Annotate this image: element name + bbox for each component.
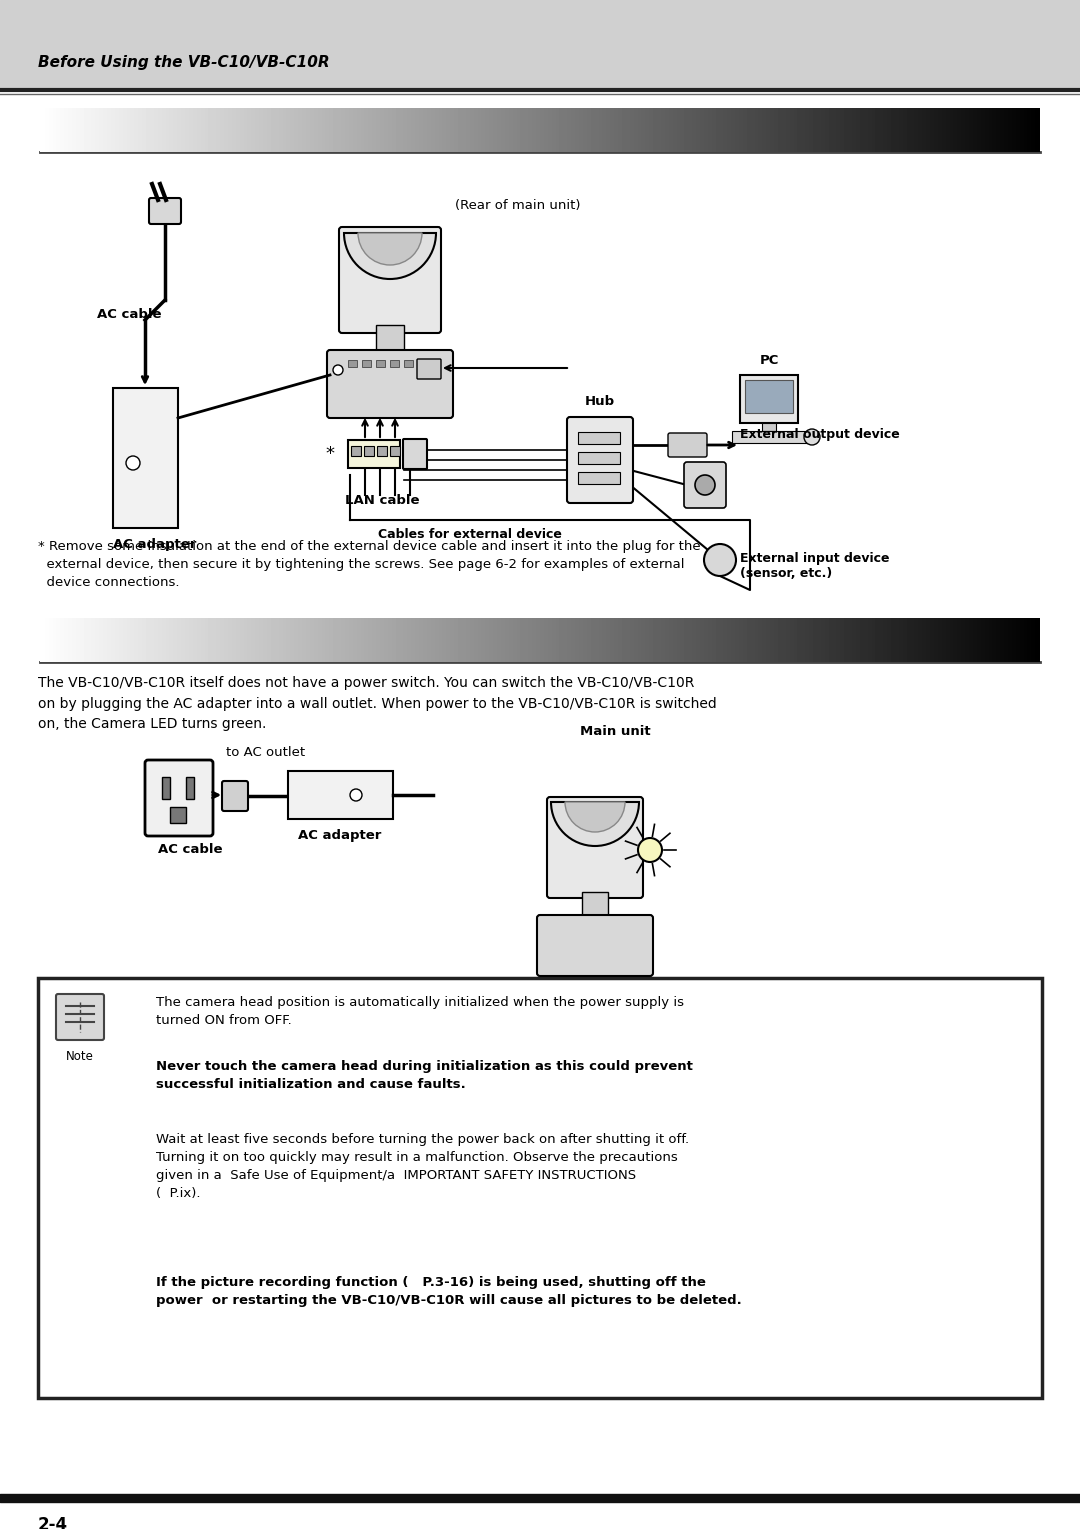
Bar	[0, 0, 1080, 90]
Text: Main unit: Main unit	[580, 725, 650, 739]
FancyBboxPatch shape	[149, 197, 181, 225]
Bar	[113, 388, 178, 528]
Bar	[362, 359, 372, 367]
Text: External output device: External output device	[740, 428, 900, 440]
Bar	[390, 359, 399, 367]
Bar	[762, 424, 777, 431]
Bar	[745, 381, 793, 413]
Circle shape	[350, 789, 362, 801]
Wedge shape	[551, 803, 639, 846]
Text: The VB-C10/VB-C10R itself does not have a power switch. You can switch the VB-C1: The VB-C10/VB-C10R itself does not have …	[38, 676, 717, 731]
FancyBboxPatch shape	[339, 226, 441, 333]
Wedge shape	[565, 803, 625, 832]
Wedge shape	[345, 232, 436, 278]
Bar	[376, 326, 404, 355]
FancyBboxPatch shape	[56, 994, 104, 1040]
Text: Note: Note	[66, 1050, 94, 1063]
Bar	[186, 777, 194, 800]
Text: Hub: Hub	[585, 394, 616, 408]
Text: PC: PC	[759, 355, 779, 367]
Text: Cables for external device: Cables for external device	[378, 528, 562, 541]
FancyBboxPatch shape	[546, 797, 643, 898]
Wedge shape	[357, 232, 422, 265]
Text: Connecting the Components: Connecting the Components	[52, 118, 430, 142]
Text: AC adapter: AC adapter	[113, 538, 197, 550]
Bar	[732, 431, 807, 443]
Bar	[390, 446, 400, 456]
FancyBboxPatch shape	[145, 760, 213, 836]
Text: The camera head position is automatically initialized when the power supply is
t: The camera head position is automaticall…	[156, 995, 684, 1027]
FancyBboxPatch shape	[537, 914, 653, 976]
Text: If the picture recording function (   P.3-16) is being used, shutting off the
po: If the picture recording function ( P.3-…	[156, 1277, 742, 1307]
Text: AC adapter: AC adapter	[298, 829, 381, 842]
Text: External input device
(sensor, etc.): External input device (sensor, etc.)	[740, 552, 890, 579]
Bar	[348, 440, 400, 468]
Circle shape	[333, 365, 343, 375]
Text: Before Using the VB-C10/VB-C10R: Before Using the VB-C10/VB-C10R	[38, 55, 329, 70]
FancyBboxPatch shape	[567, 417, 633, 503]
Text: AC cable: AC cable	[158, 842, 222, 856]
Text: Never touch the camera head during initialization as this could prevent
successf: Never touch the camera head during initi…	[156, 1060, 693, 1092]
Circle shape	[696, 476, 715, 495]
Bar	[348, 359, 357, 367]
Text: to AC outlet: to AC outlet	[226, 746, 306, 758]
Circle shape	[804, 430, 820, 445]
Text: LAN cable: LAN cable	[345, 494, 419, 506]
Text: (Rear of main unit): (Rear of main unit)	[455, 199, 581, 211]
FancyBboxPatch shape	[417, 359, 441, 379]
Text: Wait at least five seconds before turning the power back on after shutting it of: Wait at least five seconds before turnin…	[156, 1133, 689, 1200]
Circle shape	[638, 838, 662, 862]
Bar	[162, 777, 170, 800]
Bar	[404, 359, 413, 367]
Bar	[377, 446, 387, 456]
Bar	[38, 979, 1042, 1398]
FancyBboxPatch shape	[327, 350, 453, 417]
Bar	[351, 446, 361, 456]
Bar	[578, 472, 620, 485]
Bar	[376, 359, 384, 367]
Bar	[578, 453, 620, 463]
Text: *: *	[325, 445, 334, 463]
Text: AC cable: AC cable	[97, 309, 162, 321]
Circle shape	[704, 544, 735, 576]
FancyBboxPatch shape	[684, 462, 726, 508]
Text: 2-4: 2-4	[38, 1515, 68, 1529]
Bar	[170, 807, 186, 823]
Bar	[582, 891, 608, 920]
Bar	[578, 433, 620, 443]
Bar	[288, 771, 393, 820]
Bar	[364, 446, 374, 456]
FancyBboxPatch shape	[669, 433, 707, 457]
Text: Turning the Power ON and OFF: Turning the Power ON and OFF	[52, 628, 463, 651]
Circle shape	[126, 456, 140, 469]
Text: * Remove some insulation at the end of the external device cable and insert it i: * Remove some insulation at the end of t…	[38, 540, 701, 589]
FancyBboxPatch shape	[403, 439, 427, 469]
FancyBboxPatch shape	[222, 781, 248, 810]
Bar	[740, 375, 798, 424]
